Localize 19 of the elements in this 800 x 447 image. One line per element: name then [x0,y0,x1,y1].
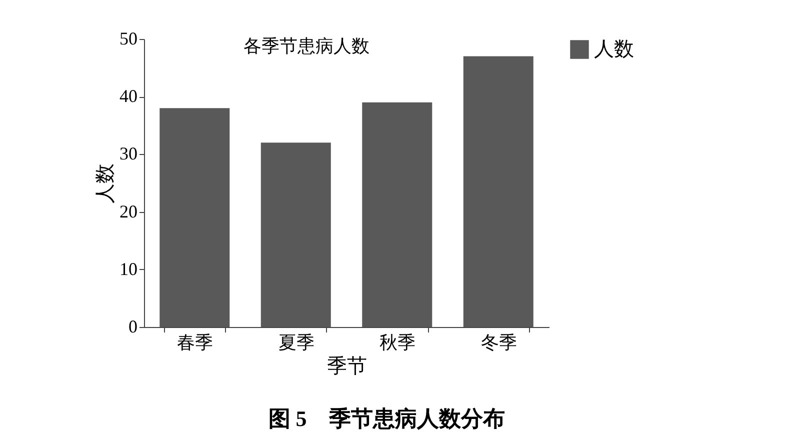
x-axis-title: 季节 [327,356,367,378]
y-tick-label: 50 [120,28,138,48]
bar [260,142,331,327]
x-tick-label: 春季 [177,332,214,352]
bar [362,102,432,327]
x-tick-label: 冬季 [480,332,517,352]
x-tick-label: 秋季 [380,332,416,352]
chart-title: 各季节患病人数 [244,36,370,56]
x-tick-label: 夏季 [278,332,314,352]
bar [463,56,534,327]
y-tick-label: 10 [120,258,138,279]
caption: 图 5 季节患病人数分布 [268,406,505,431]
y-tick-label: 30 [120,144,138,164]
y-tick-label: 20 [120,201,138,222]
legend-label: 人数 [594,38,634,60]
bar [160,108,230,327]
y-tick-label: 0 [128,316,138,336]
y-tick-label: 40 [120,86,138,106]
y-axis-title: 人数 [94,164,116,204]
